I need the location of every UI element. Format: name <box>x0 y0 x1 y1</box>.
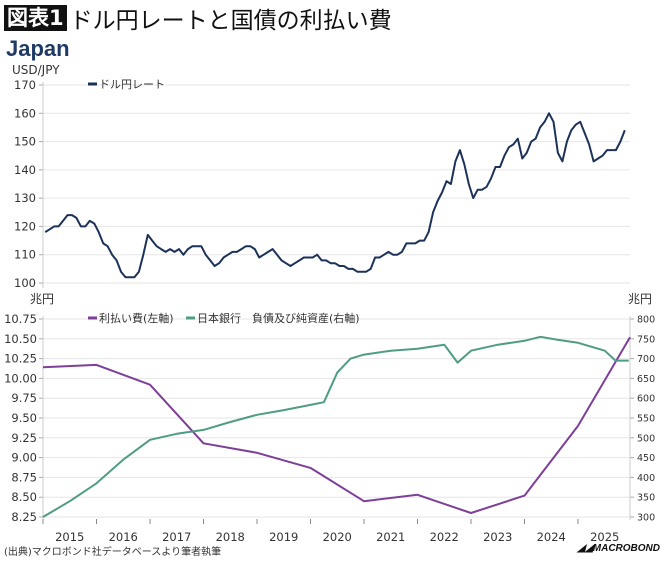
left-y-tick-label: 10.25 <box>4 352 37 366</box>
figure-badge: 図表1 <box>4 5 67 31</box>
y-tick-label: 150 <box>14 135 36 149</box>
right-y-tick-label: 350 <box>637 493 655 504</box>
interest-payment-line <box>42 336 631 514</box>
left-y-tick-label: 10.00 <box>4 371 37 385</box>
left-y-tick-label: 9.75 <box>11 391 37 405</box>
x-tick-label: 2025 <box>590 530 619 544</box>
y-tick-label: 110 <box>14 248 36 262</box>
left-y-tick-label: 9.00 <box>11 451 37 465</box>
y-tick-label: 100 <box>14 276 36 290</box>
source-note: (出典)マクロボンド社データベースより筆者執筆 <box>4 547 222 558</box>
right-y-tick-label: 700 <box>637 354 655 365</box>
right-y-tick-label: 750 <box>637 334 655 345</box>
x-tick-label: 2019 <box>269 530 298 544</box>
figure-title: 図表1 ドル円レートと国債の利払い費 <box>4 4 392 34</box>
legend-label-usdjpy: ドル円レート <box>99 78 165 91</box>
figure-title-text: ドル円レートと国債の利払い費 <box>69 8 392 34</box>
y-tick-label: 140 <box>14 163 36 177</box>
left-y-tick-label: 9.25 <box>11 431 37 445</box>
right-y-tick-label: 450 <box>637 453 655 464</box>
x-tick-label: 2024 <box>537 530 566 544</box>
x-tick-label: 2018 <box>216 530 245 544</box>
right-y-tick-label: 800 <box>637 315 655 326</box>
left-y-tick-label: 10.75 <box>4 312 37 326</box>
left-y-tick-label: 9.50 <box>11 411 37 425</box>
left-y-tick-label: 8.75 <box>11 470 37 484</box>
right-y-tick-label: 650 <box>637 374 655 385</box>
usdjpy-line <box>44 112 626 279</box>
y-tick-label: 160 <box>14 106 36 120</box>
x-tick-label: 2022 <box>430 530 459 544</box>
left-y-tick-label: 8.25 <box>11 510 37 524</box>
x-tick-label: 2021 <box>376 530 405 544</box>
left-y-tick-label: 8.50 <box>11 490 37 504</box>
country-label: Japan <box>6 36 70 61</box>
left-y-tick-label: 10.50 <box>4 332 37 346</box>
right-y-tick-label: 550 <box>637 414 655 425</box>
right-axis-unit: 兆円 <box>628 292 652 306</box>
right-y-tick-label: 300 <box>637 513 655 524</box>
boj-balance-line <box>42 335 629 518</box>
y-axis-label: USD/JPY <box>12 63 60 77</box>
right-y-tick-label: 400 <box>637 473 655 484</box>
left-axis-unit: 兆円 <box>30 292 54 306</box>
x-tick-label: 2020 <box>323 530 352 544</box>
y-tick-label: 120 <box>14 219 36 233</box>
right-y-tick-label: 500 <box>637 433 655 444</box>
y-tick-label: 170 <box>14 78 36 92</box>
right-y-tick-label: 600 <box>637 394 655 405</box>
x-tick-label: 2023 <box>483 530 512 544</box>
legend-label-interest: 利払い費(左軸) <box>99 311 174 325</box>
legend-label-boj: 日本銀行 負債及び純資産(右軸) <box>197 311 360 325</box>
macrobond-logo: ◢◢MACROBOND <box>577 543 660 554</box>
x-tick-label: 2015 <box>55 530 84 544</box>
x-tick-label: 2016 <box>109 530 138 544</box>
x-tick-label: 2017 <box>162 530 191 544</box>
y-tick-label: 130 <box>14 191 36 205</box>
